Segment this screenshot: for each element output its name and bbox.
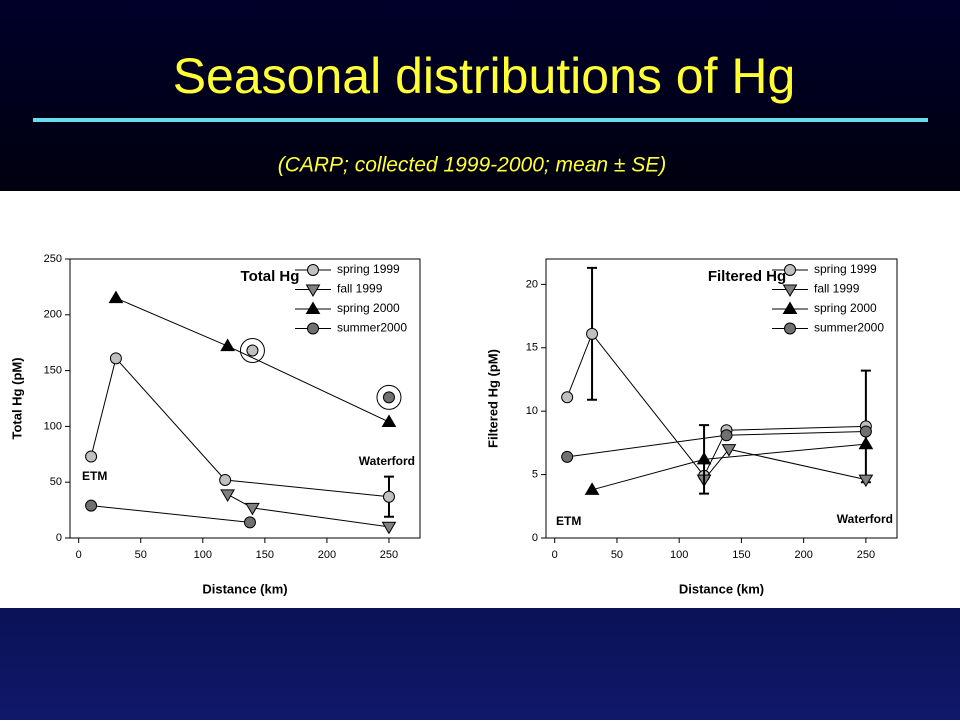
legend-label: summer2000 <box>337 321 407 335</box>
annotation: ETM <box>556 514 581 528</box>
x-tick-label: 100 <box>670 549 688 561</box>
legend-label: spring 2000 <box>814 301 877 315</box>
y-tick-label: 0 <box>56 532 62 544</box>
y-tick-label: 250 <box>44 253 62 265</box>
x-tick-label: 0 <box>552 549 558 561</box>
outlier-point <box>382 391 395 404</box>
data-point <box>859 425 872 438</box>
data-point <box>561 450 574 463</box>
data-point <box>220 338 235 352</box>
y-tick-label: 0 <box>532 532 538 544</box>
data-point <box>108 290 124 304</box>
y-tick-label: 10 <box>526 405 538 417</box>
chart-panel <box>0 191 960 608</box>
data-point <box>381 414 397 427</box>
legend-marker <box>782 301 798 315</box>
x-axis-label: Distance (km) <box>679 581 764 596</box>
legend-label: fall 1999 <box>337 282 383 296</box>
data-point <box>220 489 235 502</box>
x-tick-label: 150 <box>256 549 274 561</box>
chart-title: Total Hg <box>241 268 300 285</box>
legend-marker <box>784 322 796 335</box>
data-point <box>85 499 98 512</box>
data-point <box>109 352 122 365</box>
x-tick-label: 200 <box>794 549 812 561</box>
annotation: ETM <box>82 469 107 483</box>
x-tick-label: 200 <box>318 549 336 561</box>
data-point <box>858 436 874 450</box>
legend-label: spring 1999 <box>337 262 400 276</box>
outlier-point <box>246 344 259 357</box>
legend-label: fall 1999 <box>814 282 860 296</box>
y-tick-label: 100 <box>44 420 62 432</box>
y-tick-label: 150 <box>44 365 62 377</box>
outlier-ring <box>376 384 402 410</box>
x-tick-label: 50 <box>135 549 147 561</box>
data-point <box>245 502 260 516</box>
title-rule <box>33 118 928 122</box>
x-tick-label: 250 <box>380 549 398 561</box>
x-tick-label: 0 <box>76 549 82 561</box>
data-point <box>381 521 397 535</box>
chart-title: Filtered Hg <box>708 268 786 285</box>
data-point <box>382 490 395 503</box>
slide-title: Seasonal distributions of Hg <box>173 48 796 104</box>
x-tick-label: 150 <box>732 549 750 561</box>
data-point <box>219 473 232 486</box>
legend-marker <box>307 322 319 335</box>
y-axis-label: Total Hg (pM) <box>9 357 24 439</box>
data-point <box>243 516 256 529</box>
data-point <box>696 451 712 465</box>
legend-label: spring 1999 <box>814 262 877 276</box>
data-point <box>721 444 737 457</box>
data-point <box>561 391 574 404</box>
legend-marker <box>784 264 796 276</box>
legend-marker <box>305 301 321 315</box>
legend-marker <box>782 284 798 297</box>
plot-frame <box>545 258 898 539</box>
x-tick-label: 100 <box>194 549 212 561</box>
legend-marker <box>305 284 321 297</box>
slide-subtitle: (CARP; collected 1999-2000; mean ± SE) <box>278 154 667 177</box>
data-point <box>586 327 599 340</box>
legend-label: summer2000 <box>814 321 884 335</box>
annotation: Waterford <box>837 512 893 526</box>
y-tick-label: 20 <box>526 278 538 290</box>
data-point <box>858 474 874 488</box>
y-axis-label: Filtered Hg (pM) <box>485 349 500 448</box>
x-axis-label: Distance (km) <box>202 581 287 596</box>
plot-frame <box>69 258 421 539</box>
data-point <box>584 482 600 495</box>
legend-marker <box>307 264 319 276</box>
y-tick-label: 15 <box>526 342 538 354</box>
x-tick-label: 50 <box>611 549 623 561</box>
y-tick-label: 5 <box>532 468 538 480</box>
data-point <box>85 450 98 463</box>
legend-label: spring 2000 <box>337 301 400 315</box>
y-tick-label: 50 <box>50 476 62 488</box>
series-line <box>91 505 251 523</box>
outlier-ring <box>239 338 265 364</box>
series-line <box>90 357 390 498</box>
annotation: Waterford <box>359 454 415 468</box>
x-tick-label: 250 <box>857 549 875 561</box>
data-point <box>720 429 733 442</box>
y-tick-label: 200 <box>44 309 62 321</box>
